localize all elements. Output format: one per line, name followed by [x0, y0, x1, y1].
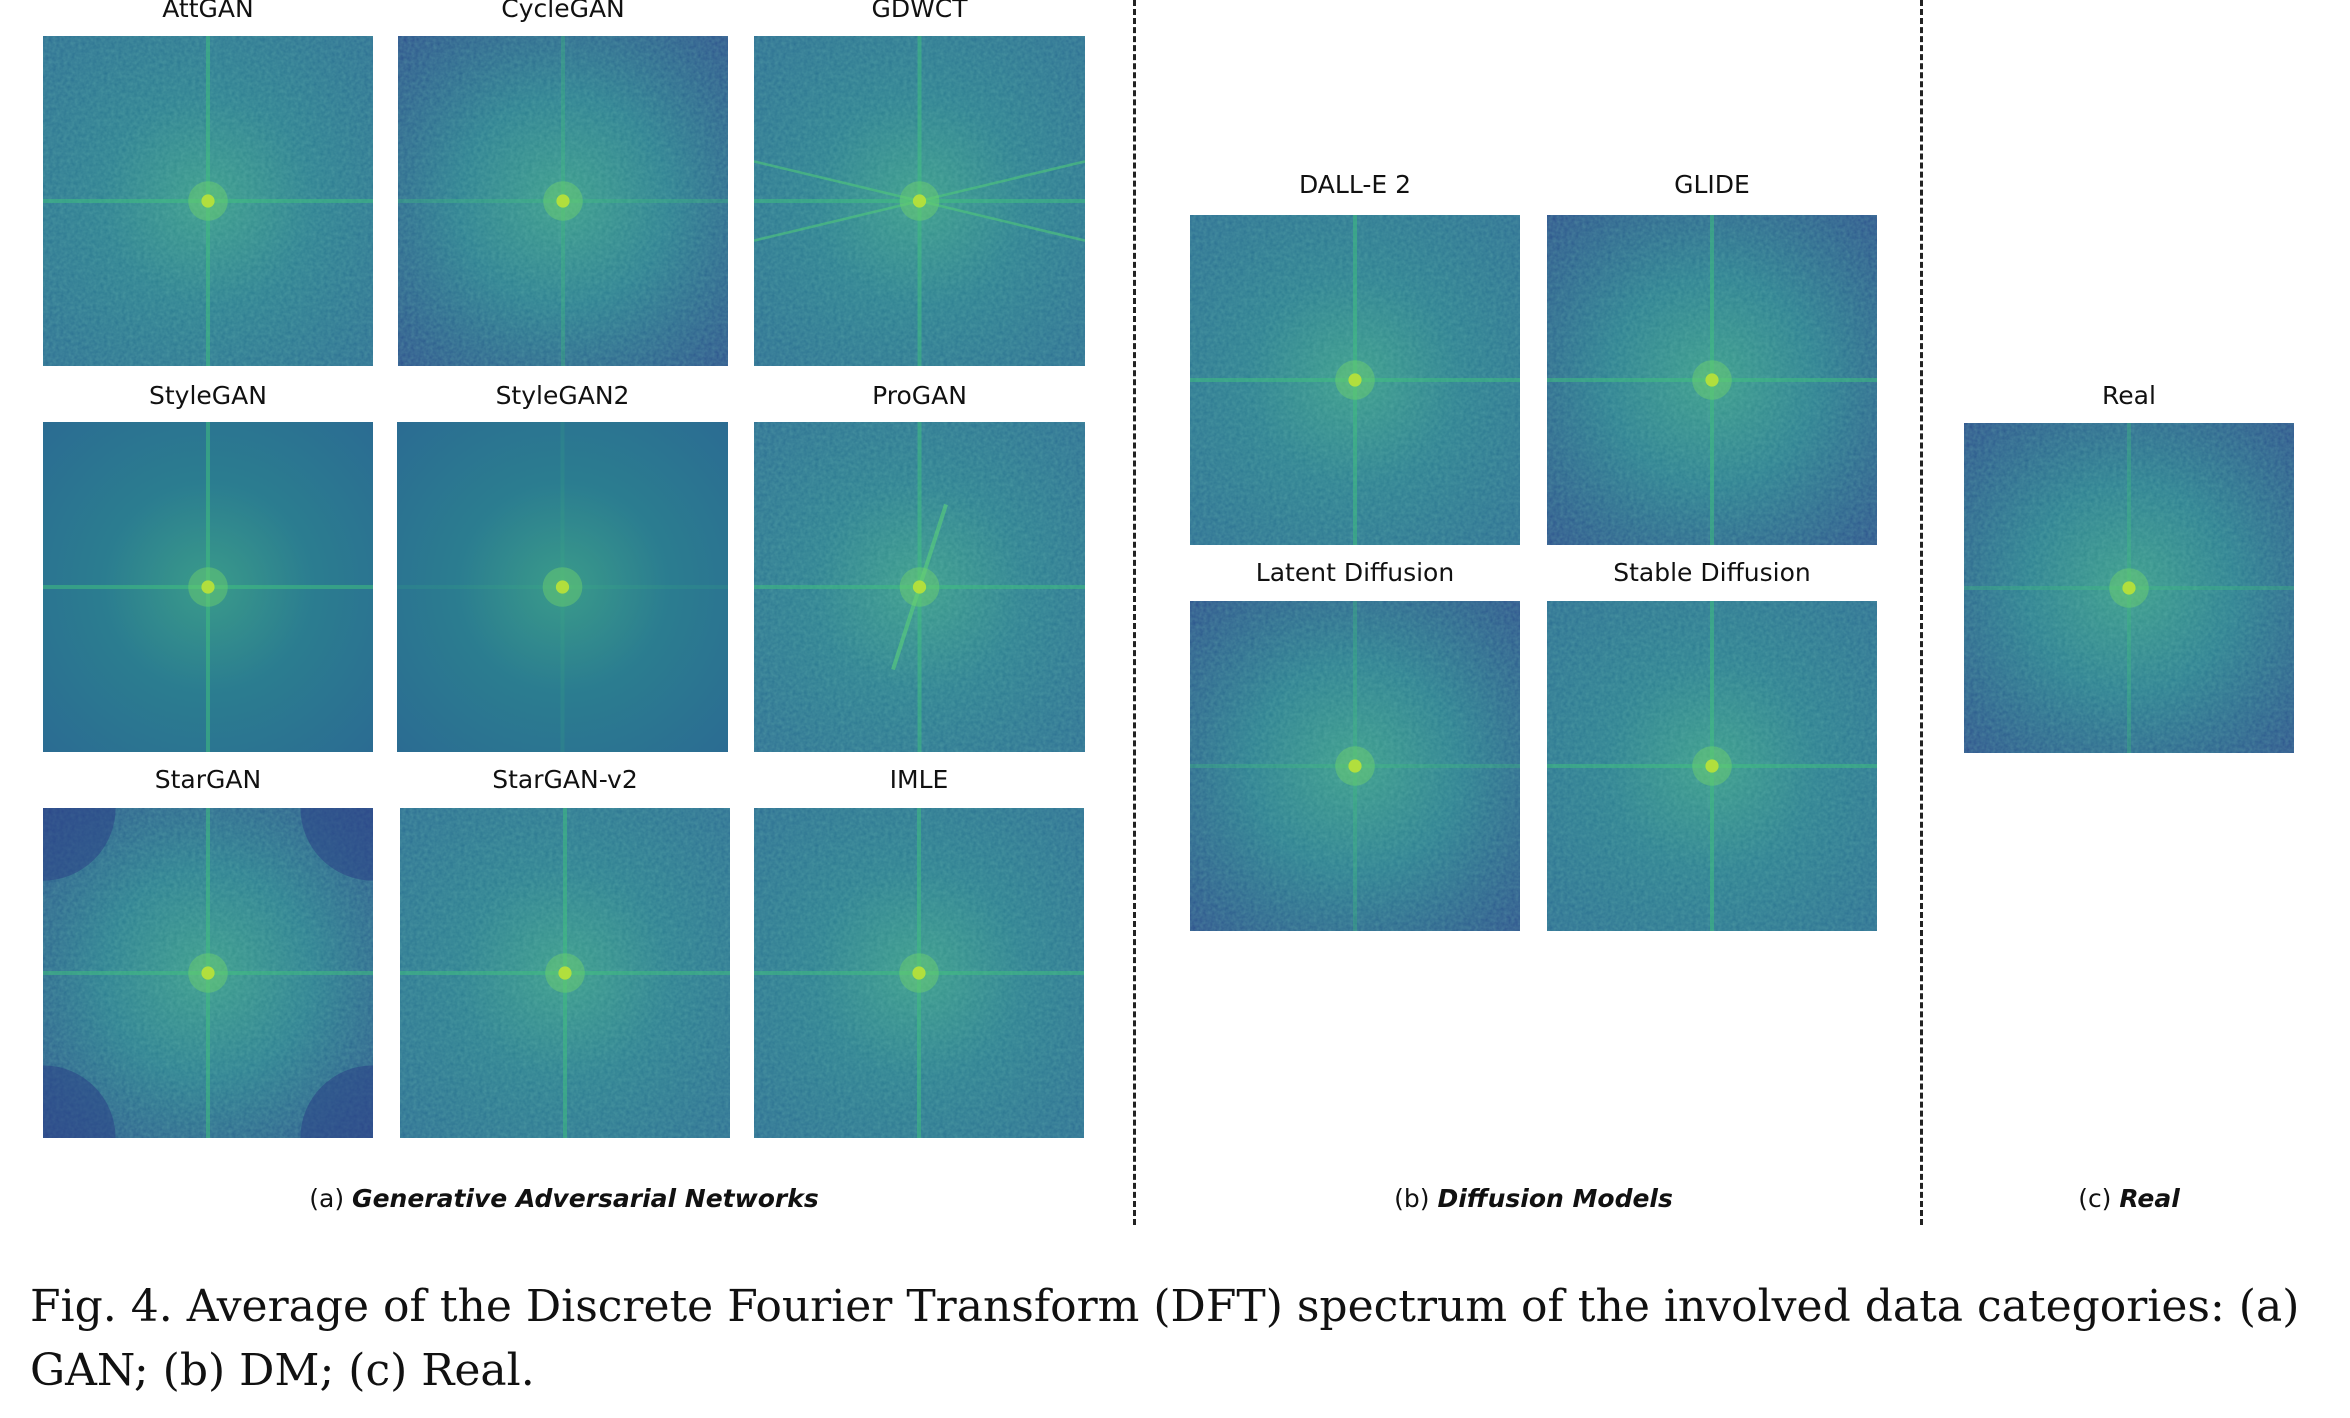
subcaption-gan-prefix: (a): [309, 1184, 345, 1213]
subcaption-real-title: Real: [2119, 1184, 2180, 1213]
panel-label-progan: ProGAN: [872, 381, 967, 410]
panel-label-stargan-v2: StarGAN-v2: [492, 765, 638, 794]
subcaption-dm-prefix: (b): [1394, 1184, 1430, 1213]
subcaption-real-prefix: (c): [2078, 1184, 2112, 1213]
section-divider-left: [1133, 0, 1136, 1225]
subcaption-dm-title: Diffusion Models: [1437, 1184, 1673, 1213]
spectrum-image-cyclegan: [398, 36, 728, 366]
panel-label-stargan: StarGAN: [154, 765, 262, 794]
spectrum-image-latent-diffusion: [1190, 601, 1520, 931]
spectrum-image-stylegan: [43, 422, 373, 752]
spectrum-image-imle: [754, 808, 1084, 1138]
spectrum-image-stable-diffusion: [1547, 601, 1877, 931]
panel-label-cyclegan: CycleGAN: [501, 0, 625, 23]
spectrum-image-glide: [1547, 215, 1877, 545]
section-divider-right: [1920, 0, 1923, 1225]
spectrum-image-dall-e-2: [1190, 215, 1520, 545]
panel-label-imle: IMLE: [889, 765, 949, 794]
spectrum-image-stargan-v2: [400, 808, 730, 1138]
panel-label-gdwct: GDWCT: [871, 0, 968, 23]
subcaption-gan-title: Generative Adversarial Networks: [352, 1184, 819, 1213]
spectrum-image-stylegan2: [397, 422, 728, 752]
panel-label-stylegan: StyleGAN: [149, 381, 267, 410]
panel-label-real: Real: [2102, 381, 2156, 410]
panel-label-stylegan2: StyleGAN2: [495, 381, 630, 410]
spectrum-image-progan: [754, 422, 1085, 752]
subcaption-gan: (a) Generative Adversarial Networks: [43, 1180, 1085, 1218]
subcaption-real: (c) Real: [1964, 1180, 2294, 1218]
panel-label-glide: GLIDE: [1674, 170, 1750, 199]
spectrum-image-gdwct: [754, 36, 1085, 366]
subcaption-dm: (b) Diffusion Models: [1190, 1180, 1877, 1218]
spectrum-image-attgan: [43, 36, 373, 366]
spectrum-image-stargan: [43, 808, 373, 1138]
panel-label-stable-diffusion: Stable Diffusion: [1613, 558, 1811, 587]
panel-label-attgan: AttGAN: [162, 0, 254, 23]
spectrum-image-real: [1964, 423, 2294, 753]
panel-label-latent-diffusion: Latent Diffusion: [1255, 558, 1455, 587]
panel-label-dall-e-2: DALL-E 2: [1299, 170, 1411, 199]
figure-4: AttGAN CycleGAN GDWCT StyleGAN StyleGAN2…: [43, 0, 2294, 1225]
figure-caption: Fig. 4. Average of the Discrete Fourier …: [30, 1281, 2300, 1396]
